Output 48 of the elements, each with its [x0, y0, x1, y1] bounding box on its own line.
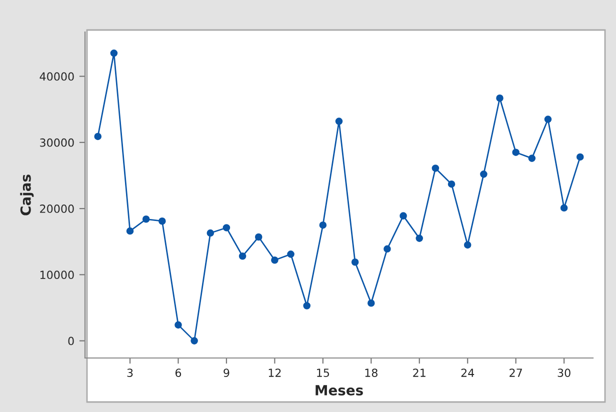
point [94, 132, 102, 140]
point [368, 299, 375, 307]
point [238, 252, 246, 260]
x-tick-label: 15 [317, 368, 330, 378]
point [416, 234, 424, 242]
y-tick-label: 0 [68, 336, 74, 346]
x-tick-label: 6 [175, 368, 182, 378]
point [464, 241, 472, 249]
point [544, 116, 552, 123]
point [576, 153, 584, 161]
point [512, 148, 520, 156]
point [448, 180, 456, 188]
x-tick-label: 12 [268, 368, 281, 377]
x-axis-title: Meses [316, 385, 363, 396]
point [206, 229, 214, 237]
point [384, 245, 391, 253]
point [126, 227, 134, 235]
point [496, 94, 504, 102]
point [158, 217, 166, 225]
point [480, 170, 488, 178]
point [303, 302, 310, 310]
x-tick-label: 24 [461, 368, 474, 377]
point [142, 215, 150, 223]
y-axis-title: Cajas [20, 174, 34, 216]
point [174, 321, 182, 329]
point [432, 164, 440, 172]
point [400, 212, 407, 220]
point [351, 258, 359, 266]
point [254, 233, 262, 241]
x-tick-label: 30 [558, 368, 570, 378]
point [319, 221, 327, 229]
y-tick-label: 30000 [40, 138, 74, 147]
point [287, 250, 294, 258]
point [190, 337, 198, 344]
y-tick-label: 10000 [40, 270, 74, 280]
x-tick-label: 27 [510, 368, 522, 377]
y-tick-label: 20000 [40, 204, 74, 213]
point [560, 204, 568, 212]
x-tick-label: 3 [127, 368, 133, 378]
x-tick-label: 21 [413, 368, 426, 377]
point [110, 50, 118, 57]
x-tick-label: 9 [224, 368, 230, 378]
point [222, 224, 230, 232]
point [271, 256, 278, 264]
x-tick-label: 18 [365, 368, 378, 378]
point [335, 118, 343, 125]
y-tick-label: 40000 [40, 72, 74, 81]
point [528, 154, 536, 162]
